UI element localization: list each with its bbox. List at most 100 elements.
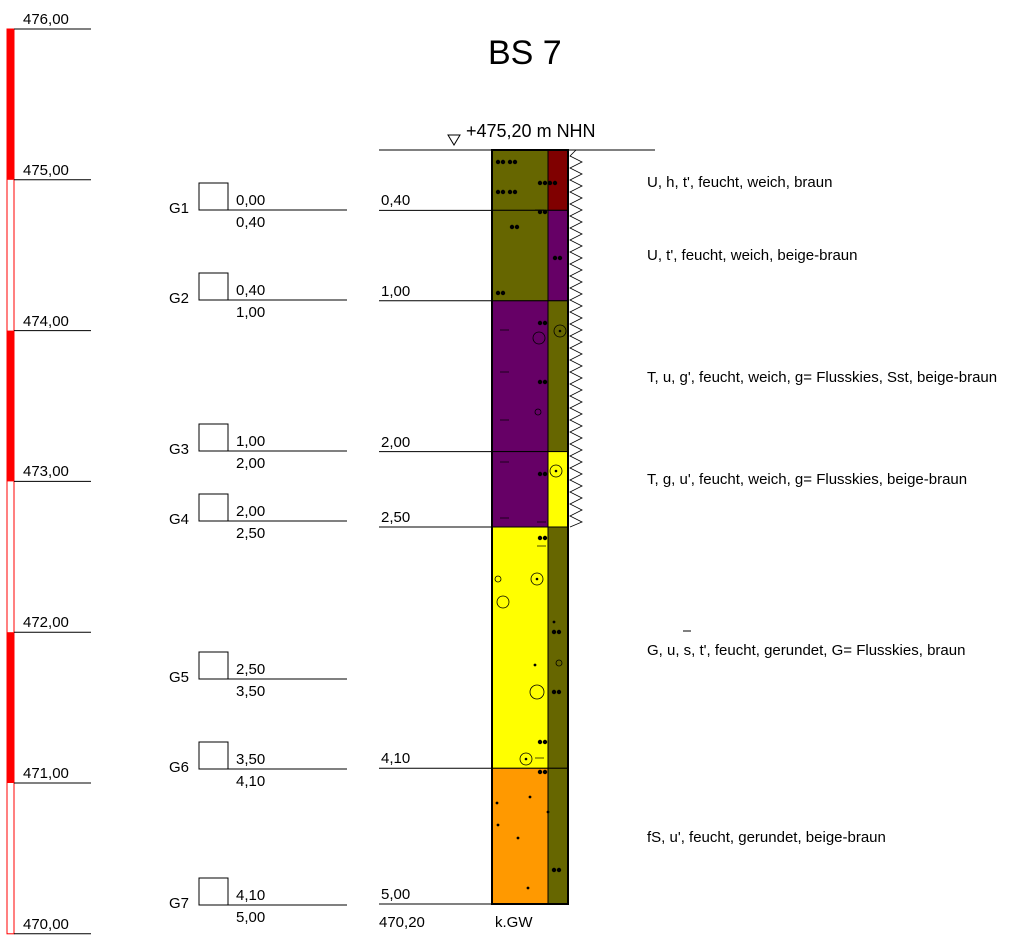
silt-dot-icon xyxy=(551,689,557,695)
sample-box xyxy=(198,493,229,522)
sand-dot-icon xyxy=(546,810,550,814)
soil-layer-3 xyxy=(491,300,549,453)
silt-dot-icon xyxy=(556,867,562,873)
scale-tick-label: 475,00 xyxy=(23,161,69,179)
surface-elevation-label: +475,20 m NHN xyxy=(466,121,596,141)
silt-dot-icon xyxy=(552,180,558,186)
sample-id: G4 xyxy=(169,511,190,528)
silt-dot-icon xyxy=(512,189,518,195)
consistency-strip-2 xyxy=(547,209,569,302)
silt-dot-icon xyxy=(542,535,548,541)
silt-dot-icon xyxy=(537,180,543,186)
sample-box xyxy=(198,272,229,301)
sample-box xyxy=(198,423,229,452)
sample-bottom-depth: 2,50 xyxy=(236,525,266,542)
gravel-circle-icon xyxy=(532,331,546,345)
sample-id: G3 xyxy=(169,441,190,458)
pebble-icon xyxy=(519,752,533,766)
silt-dot-icon xyxy=(551,629,557,635)
gravel-circle-icon xyxy=(529,684,545,700)
silt-dot-icon xyxy=(500,159,506,165)
scale-tick-label: 476,00 xyxy=(23,11,69,28)
consistency-strip-5 xyxy=(547,526,569,769)
sample-bottom-depth: 4,10 xyxy=(236,773,266,790)
gravel-circle-icon xyxy=(555,659,563,667)
layer-boundary-depth: 0,40 xyxy=(381,192,411,210)
layer-boundary-depth: 2,50 xyxy=(381,509,411,526)
sample-box xyxy=(198,741,229,770)
diagram-title: BS 7 xyxy=(488,34,562,72)
silt-dot-icon xyxy=(509,224,515,230)
scale-bar-segment xyxy=(7,29,14,180)
silt-dot-icon xyxy=(512,159,518,165)
sample-bottom-depth: 0,40 xyxy=(236,214,266,231)
silt-dot-icon xyxy=(551,867,557,873)
layer-description: U, h, t', feucht, weich, braun xyxy=(647,174,833,191)
sample-bottom-depth: 2,00 xyxy=(236,455,266,472)
sand-dot-icon xyxy=(526,886,530,890)
sample-top-depth: 0,40 xyxy=(236,282,266,299)
groundwater-label: k.GW xyxy=(495,914,533,931)
layer-boundary-depth: 5,00 xyxy=(381,886,411,903)
gravel-circle-icon xyxy=(534,408,542,416)
sample-top-depth: 0,00 xyxy=(236,192,266,209)
silt-dot-icon xyxy=(537,739,543,745)
sample-top-depth: 3,50 xyxy=(236,751,266,768)
sample-id: G6 xyxy=(169,759,190,776)
soil-layer-6 xyxy=(491,767,549,905)
scale-bar-segment xyxy=(7,632,14,783)
silt-dot-icon xyxy=(552,255,558,261)
silt-dot-icon xyxy=(542,471,548,477)
sand-dot-icon xyxy=(516,836,520,840)
layer-description: G, u, s, t', feucht, gerundet, G= Flussk… xyxy=(647,642,966,659)
pebble-dot-icon xyxy=(558,329,562,333)
soil-layer-1 xyxy=(491,149,549,211)
sand-dot-icon xyxy=(496,823,500,827)
silt-dot-icon xyxy=(500,290,506,296)
silt-dot-icon xyxy=(537,379,543,385)
sample-id: G7 xyxy=(169,895,190,912)
sample-id: G2 xyxy=(169,290,190,307)
sample-top-depth: 2,00 xyxy=(236,503,266,520)
scale-tick-label: 473,00 xyxy=(23,463,69,481)
soil-layer-2 xyxy=(491,209,549,302)
gravel-circle-icon xyxy=(496,595,510,609)
silt-dot-icon xyxy=(542,180,548,186)
silt-dot-icon xyxy=(542,769,548,775)
silt-dot-icon xyxy=(514,224,520,230)
layer-description: T, u, g', feucht, weich, g= Flusskies, S… xyxy=(647,369,998,386)
silt-dot-icon xyxy=(537,535,543,541)
layer-description: T, g, u', feucht, weich, g= Flusskies, b… xyxy=(647,471,968,488)
sample-id: G5 xyxy=(169,669,190,686)
sample-top-depth: 4,10 xyxy=(236,887,266,904)
moisture-wave-line xyxy=(569,149,583,528)
scale-bar-segment xyxy=(7,330,14,482)
sample-top-depth: 2,50 xyxy=(236,661,266,678)
pebble-dot-icon xyxy=(524,757,528,761)
silt-dot-icon xyxy=(542,739,548,745)
sand-dot-icon xyxy=(528,795,532,799)
silt-dot-icon xyxy=(537,209,543,215)
consistency-strip-3 xyxy=(547,300,569,453)
water-level-triangle-icon xyxy=(447,134,461,146)
layer-description: U, t', feucht, weich, beige-braun xyxy=(647,247,858,264)
sand-dot-icon xyxy=(495,801,499,805)
sample-top-depth: 1,00 xyxy=(236,433,266,450)
pebble-icon xyxy=(553,324,567,338)
sand-dot-icon xyxy=(552,620,556,624)
soil-layer-5 xyxy=(491,526,549,769)
bottom-elevation-label: 470,20 xyxy=(379,914,425,931)
gravel-circle-icon xyxy=(494,575,502,583)
layer-boundary-depth: 2,00 xyxy=(381,433,411,451)
pebble-icon xyxy=(549,464,563,478)
silt-dot-icon xyxy=(557,255,563,261)
sample-bottom-depth: 1,00 xyxy=(236,304,266,321)
silt-dot-icon xyxy=(556,689,562,695)
pebble-dot-icon xyxy=(535,577,539,581)
silt-dot-icon xyxy=(495,290,501,296)
sample-bottom-depth: 5,00 xyxy=(236,909,266,926)
silt-dot-icon xyxy=(542,320,548,326)
consistency-strip-4 xyxy=(547,451,569,528)
